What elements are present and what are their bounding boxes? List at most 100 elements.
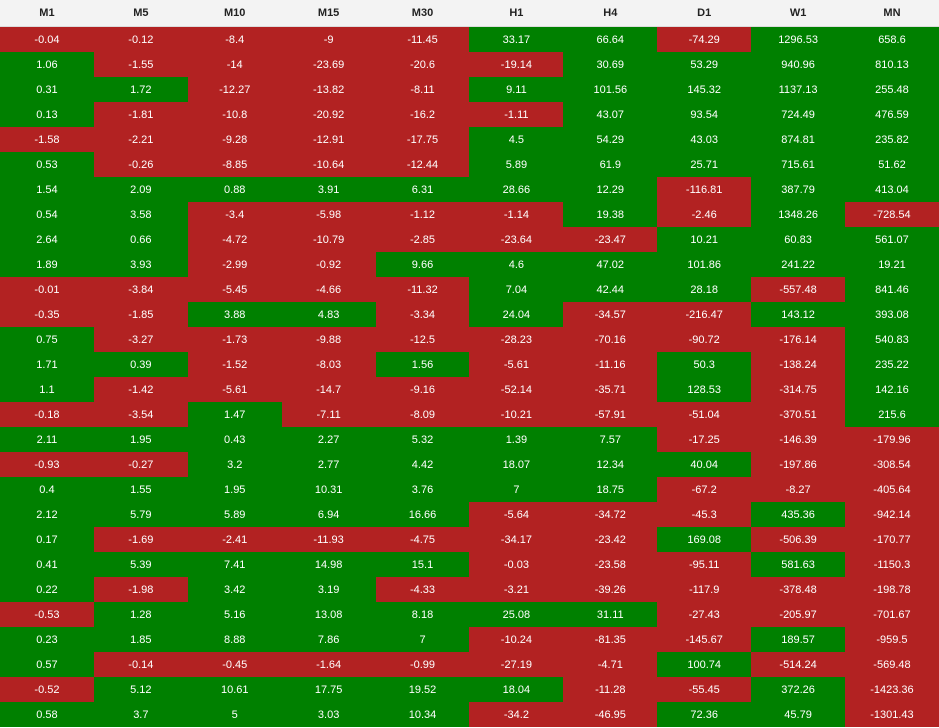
- table-cell: 3.91: [281, 177, 376, 202]
- table-cell: -179.96: [845, 427, 939, 452]
- table-cell: 33.17: [469, 27, 564, 52]
- table-cell: 12.29: [563, 177, 658, 202]
- table-cell: -11.32: [375, 277, 470, 302]
- table-cell: 60.83: [751, 227, 846, 252]
- table-cell: -14: [187, 52, 282, 77]
- table-cell: -4.66: [281, 277, 376, 302]
- table-cell: 810.13: [845, 52, 939, 77]
- table-cell: -1.55: [93, 52, 188, 77]
- table-cell: -1.42: [93, 377, 188, 402]
- table-cell: -9: [281, 27, 376, 52]
- column-header-h4: H4: [563, 0, 658, 27]
- table-cell: -12.91: [281, 127, 376, 152]
- table-cell: -0.14: [93, 652, 188, 677]
- table-cell: -0.93: [0, 452, 94, 477]
- table-cell: 10.31: [281, 477, 376, 502]
- table-cell: -23.69: [281, 52, 376, 77]
- table-cell: 2.12: [0, 502, 94, 527]
- table-cell: 1.28: [93, 602, 188, 627]
- table-cell: 1348.26: [751, 202, 846, 227]
- table-cell: -0.04: [0, 27, 94, 52]
- table-cell: 93.54: [657, 102, 752, 127]
- table-cell: 142.16: [845, 377, 939, 402]
- table-cell: -138.24: [751, 352, 846, 377]
- table-cell: -0.35: [0, 302, 94, 327]
- table-cell: -90.72: [657, 327, 752, 352]
- table-cell: 0.58: [0, 702, 94, 727]
- table-cell: -34.72: [563, 502, 658, 527]
- table-cell: 28.66: [469, 177, 564, 202]
- table-cell: -27.19: [469, 652, 564, 677]
- table-cell: -728.54: [845, 202, 939, 227]
- table-cell: -2.21: [93, 127, 188, 152]
- table-cell: -405.64: [845, 477, 939, 502]
- table-cell: 31.11: [563, 602, 658, 627]
- table-cell: -23.64: [469, 227, 564, 252]
- table-cell: 7: [375, 627, 470, 652]
- table-cell: 372.26: [751, 677, 846, 702]
- table-cell: -7.11: [281, 402, 376, 427]
- table-cell: -2.99: [187, 252, 282, 277]
- table-cell: 128.53: [657, 377, 752, 402]
- table-cell: 43.07: [563, 102, 658, 127]
- table-cell: -1.52: [187, 352, 282, 377]
- table-cell: 10.21: [657, 227, 752, 252]
- table-cell: -57.91: [563, 402, 658, 427]
- table-cell: 540.83: [845, 327, 939, 352]
- table-cell: 841.46: [845, 277, 939, 302]
- table-cell: -10.24: [469, 627, 564, 652]
- table-cell: 3.58: [93, 202, 188, 227]
- table-cell: -3.21: [469, 577, 564, 602]
- table-cell: 13.08: [281, 602, 376, 627]
- table-cell: 2.27: [281, 427, 376, 452]
- table-cell: -34.2: [469, 702, 564, 727]
- table-cell: -28.23: [469, 327, 564, 352]
- table-cell: 101.86: [657, 252, 752, 277]
- table-cell: -1.64: [281, 652, 376, 677]
- table-cell: 235.22: [845, 352, 939, 377]
- table-cell: 40.04: [657, 452, 752, 477]
- table-cell: -146.39: [751, 427, 846, 452]
- table-cell: 8.18: [375, 602, 470, 627]
- table-cell: 715.61: [751, 152, 846, 177]
- table-cell: 393.08: [845, 302, 939, 327]
- table-cell: 14.98: [281, 552, 376, 577]
- table-cell: 5: [187, 702, 282, 727]
- table-cell: 0.57: [0, 652, 94, 677]
- table-cell: 19.21: [845, 252, 939, 277]
- table-cell: -11.16: [563, 352, 658, 377]
- table-cell: 25.08: [469, 602, 564, 627]
- table-cell: -9.88: [281, 327, 376, 352]
- table-cell: -1.98: [93, 577, 188, 602]
- table-cell: 1.56: [375, 352, 470, 377]
- table-cell: 43.03: [657, 127, 752, 152]
- table-cell: -5.61: [469, 352, 564, 377]
- table-cell: 0.31: [0, 77, 94, 102]
- table-cell: -11.45: [375, 27, 470, 52]
- table-cell: -34.57: [563, 302, 658, 327]
- table-cell: -0.03: [469, 552, 564, 577]
- table-cell: -2.46: [657, 202, 752, 227]
- table-cell: 3.7: [93, 702, 188, 727]
- table-cell: -1423.36: [845, 677, 939, 702]
- table-cell: -117.9: [657, 577, 752, 602]
- table-cell: 1.39: [469, 427, 564, 452]
- table-cell: 3.2: [187, 452, 282, 477]
- table-cell: -13.82: [281, 77, 376, 102]
- table-cell: 18.75: [563, 477, 658, 502]
- table-cell: 1.89: [0, 252, 94, 277]
- table-cell: -0.45: [187, 652, 282, 677]
- table-cell: 1.47: [187, 402, 282, 427]
- table-cell: -8.4: [187, 27, 282, 52]
- column-header-m30: M30: [375, 0, 470, 27]
- table-cell: -8.85: [187, 152, 282, 177]
- table-cell: -51.04: [657, 402, 752, 427]
- table-cell: -8.03: [281, 352, 376, 377]
- table-cell: 145.32: [657, 77, 752, 102]
- table-cell: -34.17: [469, 527, 564, 552]
- table-cell: 724.49: [751, 102, 846, 127]
- table-cell: 18.04: [469, 677, 564, 702]
- table-cell: -557.48: [751, 277, 846, 302]
- table-cell: -27.43: [657, 602, 752, 627]
- table-cell: 17.75: [281, 677, 376, 702]
